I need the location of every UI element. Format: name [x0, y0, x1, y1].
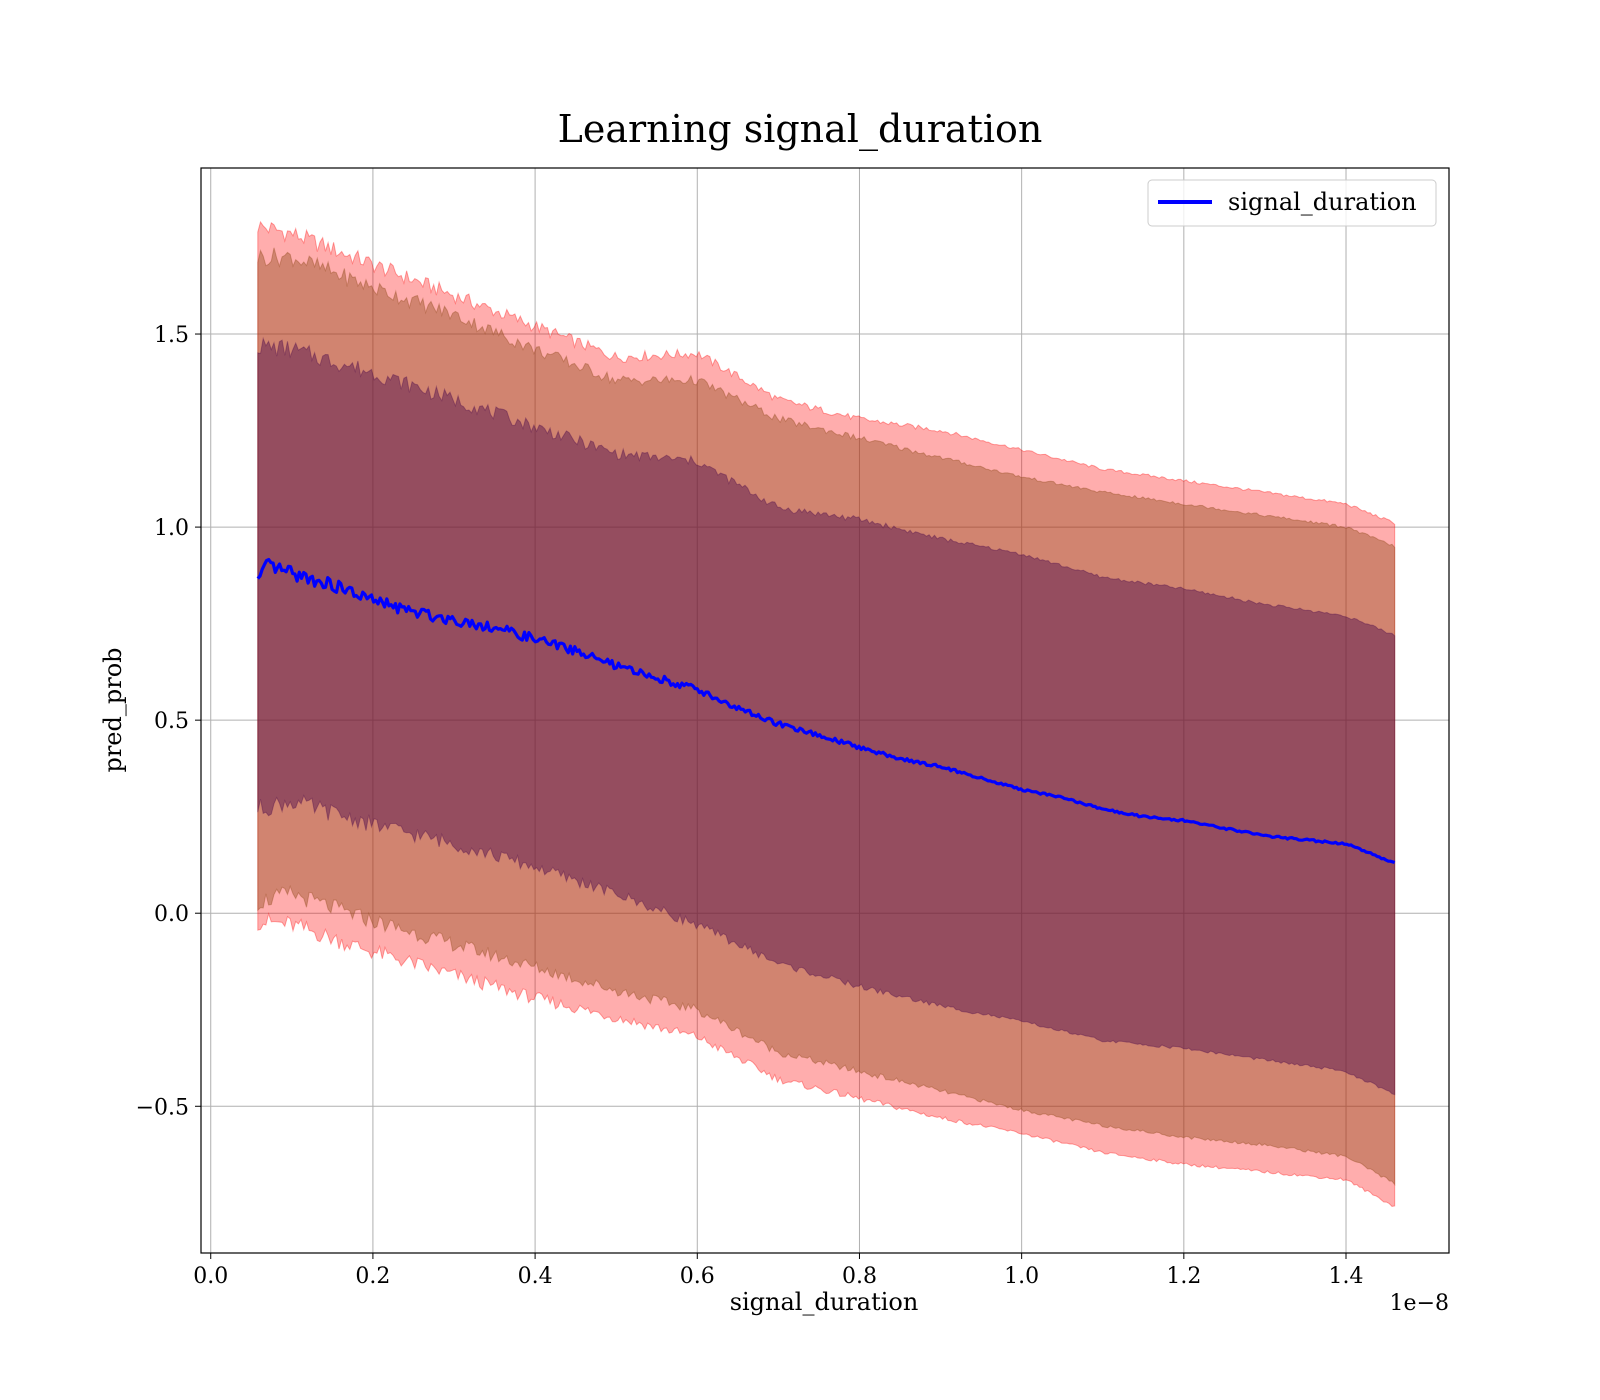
x-tick-label: 0.4 — [518, 1264, 553, 1289]
legend-box — [1147, 179, 1437, 227]
y-tick-label: 1.0 — [154, 516, 189, 541]
y-tick-label: −0.5 — [136, 1095, 189, 1120]
chart-title: Learning signal_duration — [558, 107, 1043, 152]
band-middle — [257, 247, 1396, 1187]
confidence-bands — [257, 220, 1396, 1207]
legend-label: signal_duration — [1228, 188, 1417, 216]
band-inner — [257, 336, 1396, 1096]
x-tick-label: 1.4 — [1329, 1264, 1364, 1289]
x-tick-label: 1.2 — [1166, 1264, 1201, 1289]
y-tick-label: 1.5 — [154, 323, 189, 348]
y-axis-label: pred_prob — [99, 647, 127, 772]
x-tick-label: 0.0 — [193, 1264, 228, 1289]
y-axis-ticks: −0.5 0.0 0.5 1.0 1.5 — [136, 323, 201, 1120]
x-axis-label: signal_duration — [730, 1288, 919, 1316]
x-axis-ticks: 0.0 0.2 0.4 0.6 0.8 1.0 1.2 1.4 — [193, 1253, 1364, 1289]
series-lines — [256, 557, 1396, 865]
x-tick-label: 0.8 — [842, 1264, 877, 1289]
x-tick-label: 1.0 — [1004, 1264, 1039, 1289]
x-tick-label: 0.6 — [680, 1264, 715, 1289]
series-line-signal_duration — [256, 557, 1396, 865]
legend: signal_duration — [1147, 179, 1437, 227]
grid-lines — [201, 168, 1449, 1253]
band-outer — [257, 220, 1396, 1207]
y-tick-label: 0.5 — [154, 709, 189, 734]
x-axis-offset-label: 1e−8 — [1390, 1291, 1449, 1316]
plot-frame — [200, 167, 1450, 1254]
y-tick-label: 0.0 — [154, 902, 189, 927]
x-tick-label: 0.2 — [355, 1264, 390, 1289]
